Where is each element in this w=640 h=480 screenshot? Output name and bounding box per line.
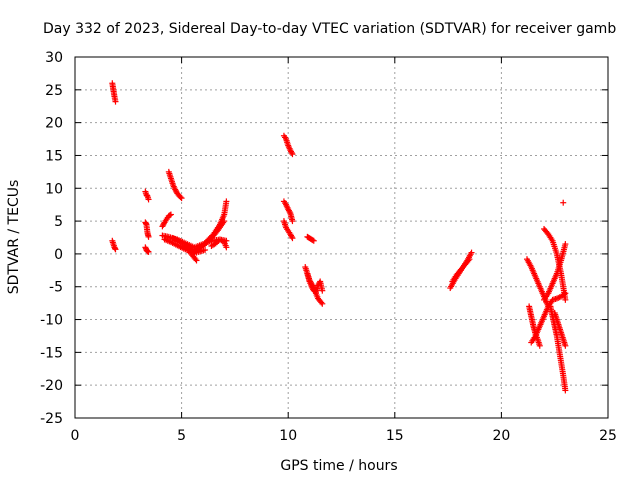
data-point (178, 195, 185, 202)
y-tick-label: 10 (45, 181, 63, 197)
data-point (562, 387, 569, 394)
data-point (319, 300, 326, 307)
grid-lines (75, 57, 608, 418)
x-tick-label: 0 (71, 428, 80, 444)
y-tick-label: 15 (45, 148, 63, 164)
x-tick-label: 20 (492, 428, 510, 444)
data-point (193, 257, 200, 264)
data-point (309, 237, 316, 244)
data-point (166, 212, 173, 219)
y-tick-label: 20 (45, 116, 63, 132)
chart-title: Day 332 of 2023, Sidereal Day-to-day VTE… (43, 21, 616, 37)
x-tick-label: 15 (386, 428, 404, 444)
data-point (145, 196, 152, 203)
data-point (145, 248, 152, 255)
data-points (109, 80, 569, 394)
data-point (221, 218, 228, 225)
axes: 0 5 10 15 20 25 -25 -20 -15 -10 -5 0 5 10 15 20 25 30 (40, 50, 617, 444)
x-tick-label: 5 (177, 428, 186, 444)
data-point (468, 249, 475, 256)
data-point (167, 211, 174, 218)
data-point (465, 257, 472, 264)
x-axis-label: GPS time / hours (280, 458, 397, 474)
data-point (286, 208, 293, 215)
y-tick-label: -20 (40, 378, 63, 394)
y-tick-label: -10 (40, 313, 63, 329)
y-tick-label: 0 (54, 247, 63, 263)
data-point (289, 151, 296, 158)
data-point (223, 198, 230, 205)
data-point (562, 296, 569, 303)
data-point (310, 237, 317, 244)
data-point (560, 199, 567, 206)
data-point (289, 218, 296, 225)
x-tick-label: 10 (279, 428, 297, 444)
data-point (177, 194, 184, 201)
x-tick-label: 25 (599, 428, 617, 444)
data-point (202, 246, 209, 253)
data-point (145, 233, 152, 240)
y-tick-label: 25 (45, 83, 63, 99)
y-tick-label: -15 (40, 345, 63, 361)
data-point (562, 241, 569, 248)
y-tick-label: 30 (45, 50, 63, 66)
y-tick-label: -5 (49, 280, 63, 296)
data-point (288, 149, 295, 156)
data-point (319, 287, 326, 294)
data-point (536, 342, 543, 349)
plot-frame (74, 56, 609, 419)
data-point (289, 235, 296, 242)
y-axis-label: SDTVAR / TECUs (6, 180, 22, 295)
data-point (288, 233, 295, 240)
data-point (112, 246, 119, 253)
data-point (112, 98, 119, 105)
data-point (318, 299, 325, 306)
data-point (192, 256, 199, 263)
data-point (223, 244, 230, 251)
data-point (562, 342, 569, 349)
y-tick-label: 5 (54, 214, 63, 230)
data-point (466, 256, 473, 263)
y-tick-label: -25 (40, 411, 63, 427)
